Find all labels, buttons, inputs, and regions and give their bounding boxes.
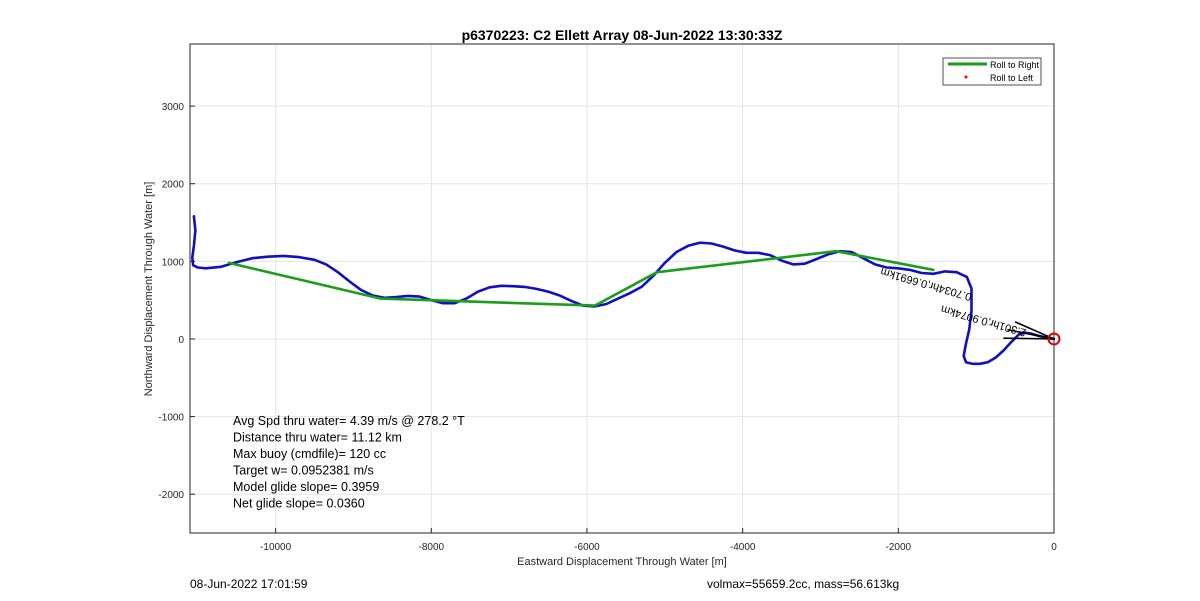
x-tick-label-1: -8000 [419,542,445,553]
legend: Roll to Right Roll to Left [942,57,1042,86]
stat-line-3: Target w= 0.0952381 m/s [233,464,374,478]
stat-line-0: Avg Spd thru water= 4.39 m/s @ 278.2 °T [233,414,465,428]
legend-label-roll-right: Roll to Right [990,60,1040,70]
x-tick-label-4: -2000 [886,542,912,553]
y-axis-label: Northward Displacement Through Water [m] [143,182,155,397]
chart-title: p6370223: C2 Ellett Array 08-Jun-2022 13… [462,27,783,43]
legend-swatch-roll-left [964,75,968,79]
arrow-line-0 [1014,321,1055,340]
y-tick-label-2: 0 [178,335,184,346]
annotation-label-0: 2.301hr,0.9074km [940,302,1028,338]
footer-volmax-mass: volmax=55659.2cc, mass=56.613kg [707,577,900,591]
stats-text-block: Avg Spd thru water= 4.39 m/s @ 278.2 °T D… [233,414,465,511]
legend-label-roll-left: Roll to Left [990,73,1034,83]
y-tick-label-3: 1000 [162,257,185,268]
y-tick-label-1: -1000 [158,413,184,424]
y-tick-label-4: 2000 [162,180,185,191]
roll-right-segments [227,249,935,307]
stat-line-2: Max buoy (cmdfile)= 120 cc [233,447,386,461]
y-tick-label-5: 3000 [162,102,185,113]
annotation-label-1: 0.7034hr,0.6691km [879,265,973,302]
current-position-marker [1047,332,1061,346]
stat-line-5: Net glide slope= 0.0360 [233,497,365,511]
arrow-line-1 [1003,337,1055,340]
ticks: -10000 -8000 -6000 -4000 -2000 0-2000-1000010… [158,102,1057,553]
stat-line-4: Model glide slope= 0.3959 [233,480,379,494]
x-tick-label-2: -6000 [574,542,600,553]
x-tick-label-3: -4000 [730,542,756,553]
x-axis-label: Eastward Displacement Through Water [m] [517,556,727,568]
footer-timestamp: 08-Jun-2022 17:01:59 [190,577,308,591]
y-tick-label-0: -2000 [158,490,184,501]
trajectory-line [191,215,1056,366]
axes-box [189,43,1055,534]
series [191,215,1056,366]
x-tick-label-5: 0 [1051,542,1057,553]
arrow-line-2 [1007,328,1055,340]
x-tick-label-0: -10000 [260,542,292,553]
stat-line-1: Distance thru water= 11.12 km [233,431,402,445]
